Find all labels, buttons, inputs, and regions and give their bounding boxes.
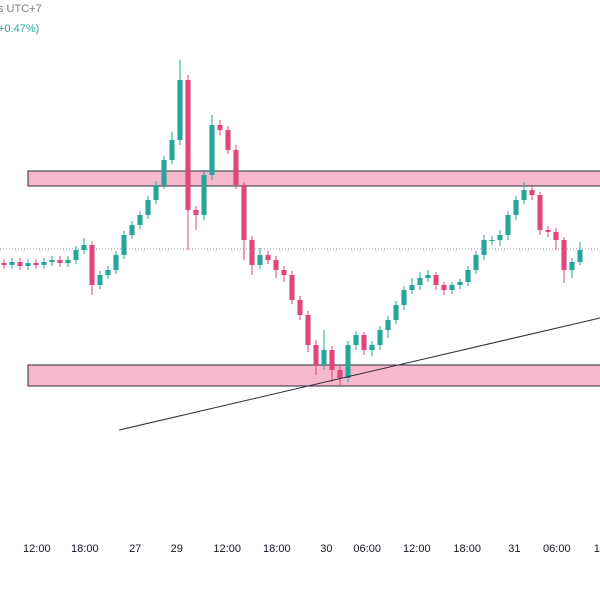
candle-body (441, 285, 447, 290)
candle-body (449, 285, 455, 290)
candle-body (129, 225, 135, 235)
candle-body (233, 150, 239, 185)
candle-body (545, 230, 551, 232)
candle-body (353, 335, 359, 345)
candle-body (145, 200, 151, 215)
candle-body (473, 255, 479, 270)
candle-body (33, 263, 39, 265)
candle-body (481, 240, 487, 255)
candle-body (217, 125, 223, 130)
candle-body (25, 263, 31, 266)
candle-body (97, 275, 103, 285)
candle-body (313, 345, 319, 365)
candle-body (81, 245, 87, 250)
candle-body (1, 263, 7, 265)
candle-body (385, 320, 391, 330)
candle-body (225, 130, 231, 150)
candle-body (265, 255, 271, 260)
candle-body (321, 350, 327, 365)
candle-body (465, 270, 471, 282)
candle-body (457, 282, 463, 285)
x-tick-label: 06:00 (353, 543, 381, 555)
candle-body (329, 350, 335, 370)
candle-body (401, 290, 407, 305)
candle-body (161, 160, 167, 185)
candle-body (121, 235, 127, 255)
candle-body (393, 305, 399, 320)
change-label: +0.47%) (0, 23, 39, 35)
x-tick-label: 12:00 (403, 543, 431, 555)
candle-body (257, 255, 263, 265)
x-tick-label: 27 (129, 543, 141, 555)
candle-body (289, 275, 295, 300)
candle-body (521, 190, 527, 200)
candle-body (49, 260, 55, 262)
candle-body (417, 278, 423, 285)
candle-body (489, 240, 495, 241)
candle-body (377, 330, 383, 345)
candle-body (241, 185, 247, 240)
x-tick-label: 12:00 (23, 543, 51, 555)
candle-body (41, 262, 47, 265)
candle-body (209, 125, 215, 175)
candle-body (433, 275, 439, 285)
candle-body (569, 262, 575, 270)
candle-body (17, 262, 23, 266)
candle-body (361, 335, 367, 350)
candle-body (297, 300, 303, 315)
candle-body (89, 245, 95, 285)
candle-body (505, 215, 511, 235)
candle-body (497, 235, 503, 240)
candle-body (73, 250, 79, 260)
candle-body (249, 240, 255, 265)
candle-body (425, 275, 431, 278)
candle-body (201, 175, 207, 215)
candle-body (577, 250, 583, 262)
candle-body (369, 345, 375, 350)
candle-body (65, 260, 71, 263)
zone (27, 364, 600, 387)
candle-body (537, 195, 543, 230)
candle-body (9, 262, 15, 265)
x-tick-label: 18:00 (71, 543, 99, 555)
trendline (119, 317, 600, 431)
zone (27, 170, 600, 187)
candle-body (553, 232, 559, 240)
candle-body (177, 80, 183, 140)
candle-body (409, 285, 415, 290)
candle-body (281, 270, 287, 275)
subtitle: s UTC+7 (0, 3, 42, 15)
candle-body (105, 270, 111, 275)
candle-body (337, 370, 343, 378)
candle-body (345, 345, 351, 378)
candle-body (561, 240, 567, 270)
candle-body (305, 315, 311, 345)
candle-body (273, 260, 279, 270)
x-tick-label: 18:00 (263, 543, 291, 555)
x-tick-label: 31 (508, 543, 520, 555)
candle-body (193, 210, 199, 215)
x-tick-label: 29 (171, 543, 183, 555)
x-tick-label: 1 (594, 543, 600, 555)
x-tick-label: 30 (320, 543, 332, 555)
candle-body (153, 185, 159, 200)
x-tick-label: 18:00 (453, 543, 481, 555)
candle-body (137, 215, 143, 225)
candle-body (185, 80, 191, 210)
candle-body (513, 200, 519, 215)
candle-body (57, 260, 63, 263)
candle-body (113, 255, 119, 270)
candle-body (529, 190, 535, 195)
x-tick-label: 06:00 (543, 543, 571, 555)
x-tick-label: 12:00 (213, 543, 241, 555)
candle-body (169, 140, 175, 160)
